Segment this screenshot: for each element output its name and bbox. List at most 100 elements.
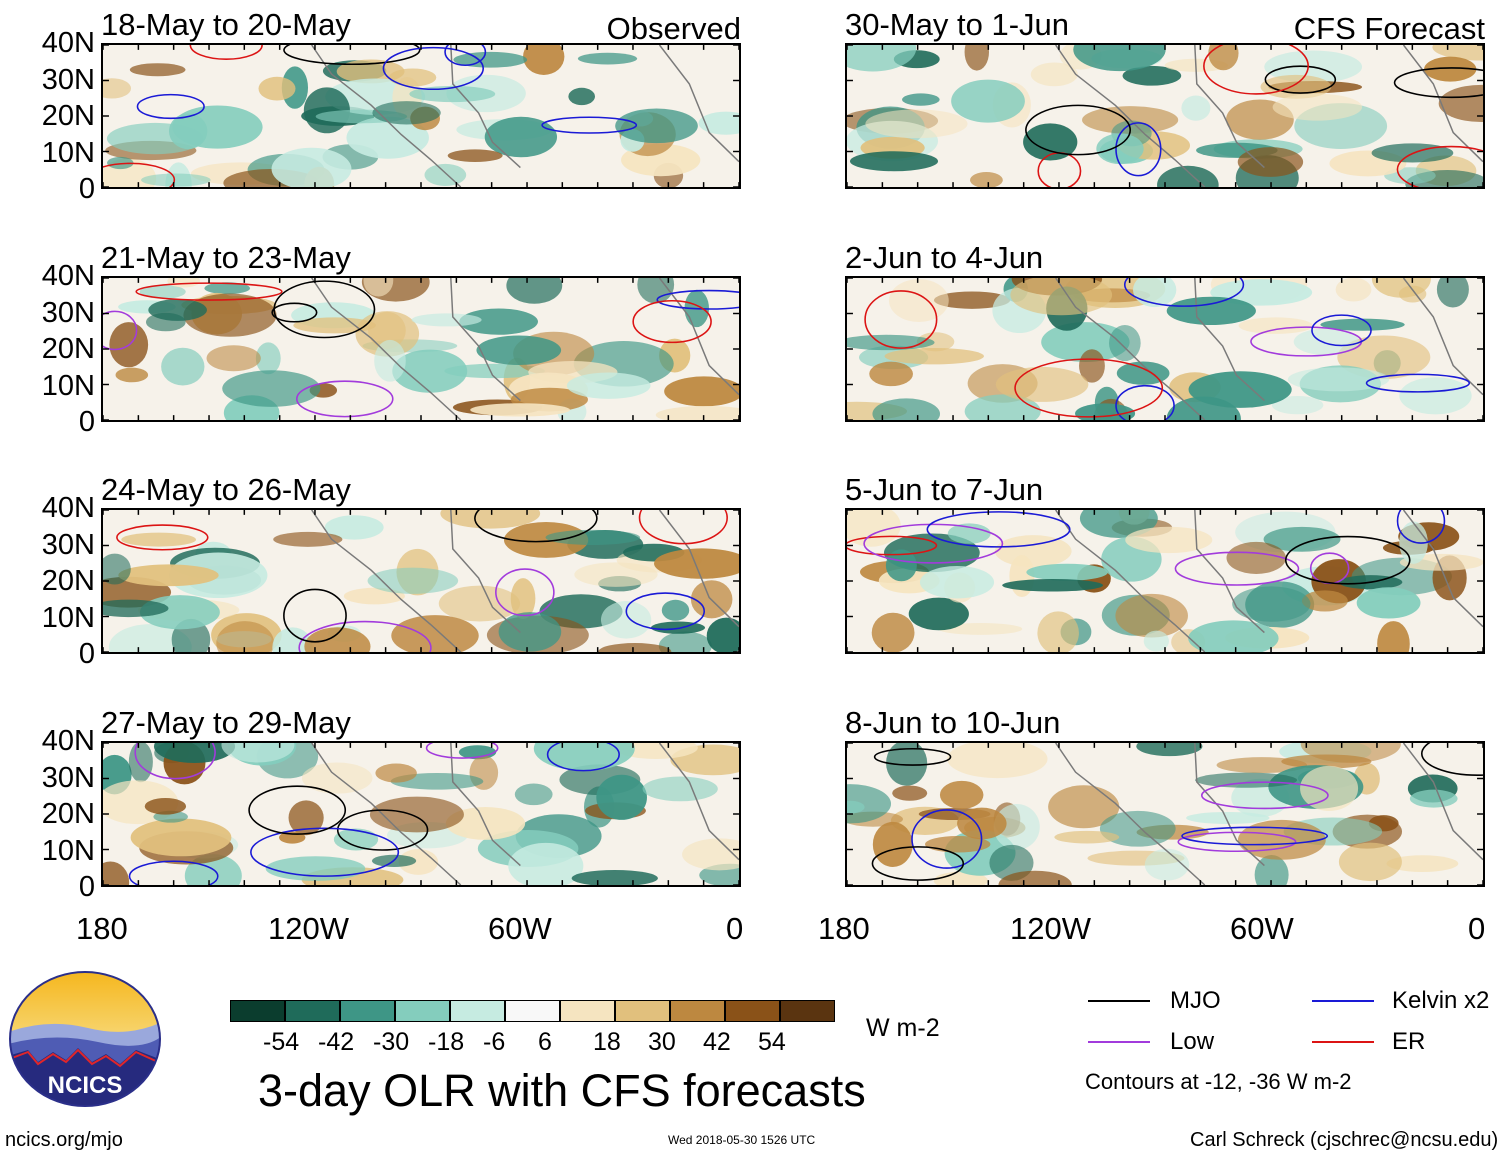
footer-url[interactable]: ncics.org/mjo: [5, 1129, 123, 1151]
olr-anomaly-blob: [1136, 743, 1203, 757]
olr-anomaly-blob: [994, 535, 1072, 568]
olr-anomaly-blob: [1335, 278, 1372, 302]
olr-anomaly-blob: [161, 347, 205, 386]
olr-anomaly-blob: [596, 774, 647, 820]
wave-contour: [1123, 278, 1245, 307]
olr-anomaly-blob: [484, 116, 558, 158]
logo-text: NCICS: [48, 1072, 123, 1099]
olr-anomaly-blob: [106, 122, 204, 155]
lat-label-p4-4: 0: [78, 871, 95, 903]
wave-contour: [116, 524, 209, 551]
olr-anomaly-blob: [444, 363, 545, 379]
olr-anomaly-blob: [1237, 147, 1304, 177]
olr-anomaly-blob: [118, 564, 219, 587]
olr-anomaly-blob: [108, 624, 192, 652]
olr-anomaly-blob: [888, 279, 949, 323]
colorbar-bin-6: [560, 1000, 615, 1022]
olr-anomaly-blob: [103, 861, 130, 885]
colorbar-bin-0: [230, 1000, 285, 1022]
olr-anomaly-blob: [514, 783, 553, 806]
wave-contour: [1396, 145, 1483, 187]
olr-field-p6: [847, 278, 1483, 420]
olr-anomaly-blob: [908, 597, 969, 631]
wave-contour: [134, 743, 216, 780]
colorbar-label-2: -30: [373, 1028, 410, 1056]
panel-title-p8: 8-Jun to 10-Jun: [845, 705, 1061, 740]
olr-anomaly-blob: [615, 108, 698, 144]
olr-anomaly-blob: [304, 627, 371, 652]
olr-anomaly-blob: [1371, 278, 1431, 298]
wave-contour: [1115, 122, 1162, 177]
olr-anomaly-blob: [1181, 95, 1211, 121]
olr-anomaly-blob: [333, 828, 379, 851]
olr-anomaly-blob: [947, 523, 991, 544]
olr-anomaly-blob: [1030, 62, 1078, 87]
wave-contour: [273, 280, 376, 339]
wave-contour: [871, 846, 965, 881]
olr-anomaly-blob: [367, 567, 459, 594]
olr-anomaly-blob: [459, 308, 538, 335]
olr-anomaly-blob: [849, 151, 939, 172]
panel-title-p6: 2-Jun to 4-Jun: [845, 240, 1044, 275]
olr-anomaly-blob: [510, 578, 536, 620]
olr-anomaly-blob: [129, 63, 186, 77]
olr-anomaly-blob: [103, 553, 131, 585]
olr-anomaly-blob: [1079, 349, 1105, 383]
olr-anomaly-blob: [884, 348, 984, 365]
panel-title-p1: 18-May to 20-May: [101, 7, 351, 42]
olr-anomaly-blob: [470, 403, 570, 417]
lat-label-p4-3: 10N: [41, 834, 95, 867]
olr-anomaly-blob: [1026, 563, 1108, 581]
colorbar-bin-3: [395, 1000, 450, 1022]
legend-low-line: [1088, 1041, 1150, 1043]
lon-label-left-0: 0: [726, 911, 744, 946]
olr-anomaly-blob: [139, 284, 186, 299]
olr-anomaly-blob: [1356, 587, 1421, 619]
legend-mjo-label: MJO: [1170, 987, 1221, 1014]
olr-anomaly-blob: [682, 838, 739, 871]
colorbar-bin-9: [725, 1000, 780, 1022]
lon-label-left-60w: 60W: [488, 911, 552, 946]
wave-contour: [189, 45, 263, 60]
olr-anomaly-blob: [1157, 165, 1219, 187]
wave-contour: [136, 93, 205, 120]
map-panel-p6: [845, 276, 1485, 422]
olr-anomaly-blob: [925, 835, 991, 853]
olr-anomaly-blob: [440, 510, 541, 529]
colorbar-label-6: 18: [593, 1028, 621, 1056]
olr-anomaly-blob: [1115, 593, 1188, 638]
wave-contour: [1177, 831, 1297, 853]
wave-contour: [863, 523, 1004, 564]
olr-anomaly-blob: [871, 612, 915, 652]
olr-anomaly-blob: [1195, 772, 1298, 788]
lat-label-p1-0: 40N: [41, 27, 95, 59]
olr-anomaly-blob: [964, 45, 990, 71]
panel-tag-left: Observed: [606, 11, 741, 46]
coastline: [1055, 278, 1483, 420]
wave-contour: [864, 290, 938, 349]
olr-field-p5: [847, 45, 1483, 187]
olr-anomaly-blob: [568, 87, 596, 106]
olr-anomaly-blob: [1125, 526, 1213, 554]
coastline: [311, 510, 739, 652]
olr-anomaly-blob: [1188, 371, 1292, 408]
olr-anomaly-blob: [1300, 743, 1401, 763]
olr-anomaly-blob: [374, 339, 406, 382]
wave-contour: [1014, 358, 1164, 418]
legend-kelvin-label: Kelvin x2: [1392, 987, 1490, 1014]
map-panel-p4: [101, 741, 741, 887]
olr-anomaly-blob: [1409, 789, 1458, 808]
wave-contour: [625, 592, 706, 631]
olr-anomaly-blob: [255, 342, 281, 375]
olr-anomaly-blob: [301, 762, 373, 794]
olr-anomaly-blob: [103, 599, 169, 618]
olr-anomaly-blob: [506, 278, 563, 304]
olr-anomaly-blob: [369, 796, 464, 833]
olr-anomaly-blob: [1272, 93, 1363, 121]
olr-anomaly-blob: [1226, 541, 1286, 574]
map-panel-p2: [101, 276, 741, 422]
lat-label-p1-2: 20N: [41, 100, 95, 132]
colorbar-label-1: -42: [318, 1028, 355, 1056]
olr-anomaly-blob: [661, 599, 690, 621]
olr-anomaly-blob: [577, 52, 638, 65]
